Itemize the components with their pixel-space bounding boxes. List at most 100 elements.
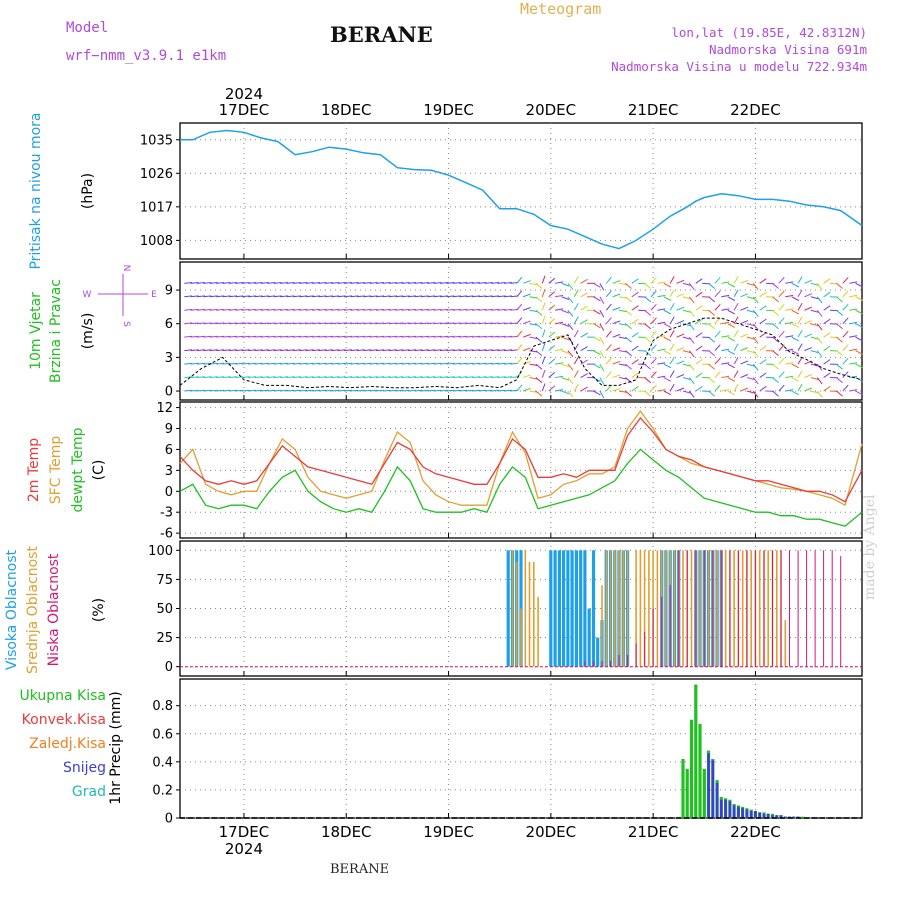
wind-barb: [337, 389, 346, 392]
wind-barb: [427, 282, 436, 284]
wind-barb: [318, 335, 327, 338]
wind-barb: [580, 305, 588, 311]
wind-barb: [305, 376, 314, 379]
wind-barb: [478, 295, 487, 298]
wind-barb: [241, 335, 250, 338]
snow-bar: [779, 815, 783, 818]
wind-barb: [241, 295, 250, 298]
wind-barb: [190, 362, 199, 365]
mid_cloud-bar: [707, 550, 710, 667]
wind-barb: [708, 336, 716, 343]
wind-barb: [625, 363, 632, 370]
wind-barb: [235, 362, 244, 365]
wind-barb: [241, 322, 250, 325]
wind-barb: [752, 296, 759, 304]
wind-barb: [222, 335, 231, 338]
wind-barb: [286, 282, 295, 284]
low_cloud-bar: [652, 608, 654, 667]
wind-barb: [567, 296, 574, 304]
wind-barb: [420, 335, 429, 338]
wind-barb: [452, 349, 461, 352]
wind-barb: [714, 317, 721, 325]
wind-barb: [382, 389, 391, 392]
wind-barb: [682, 363, 691, 367]
wind-barb: [433, 349, 442, 352]
wind-barb: [650, 330, 657, 338]
wind-barb: [280, 322, 289, 325]
wind-barb: [676, 347, 685, 352]
wind-barb: [312, 335, 321, 338]
mid_cloud-bar: [635, 550, 637, 667]
wind-barb: [676, 374, 685, 379]
wind-barb: [721, 321, 730, 325]
wind-barb: [420, 389, 429, 392]
snow-bar: [715, 782, 719, 818]
low_cloud-bar: [610, 660, 611, 667]
wind-barb: [644, 309, 652, 316]
wind-barb: [785, 348, 794, 352]
mid_cloud-bar: [776, 550, 778, 667]
wind-barb: [708, 390, 716, 397]
wind-barb: [382, 376, 391, 379]
wind-barb: [791, 377, 800, 382]
tick-label-y-clouds: 100: [148, 544, 173, 559]
wind-barb: [669, 316, 675, 324]
wind-barb: [567, 323, 574, 331]
wind-barb: [312, 376, 321, 379]
legend-precip-3: Snijeg: [63, 760, 106, 776]
wind-barb: [522, 333, 531, 338]
wind-barb: [407, 349, 417, 352]
high_cloud-bar: [562, 550, 566, 667]
wind-barb: [631, 332, 639, 338]
tick-label-y-clouds: 50: [156, 602, 173, 617]
wind-barb: [535, 363, 543, 370]
tick-label-y-pressure: 1017: [140, 200, 173, 215]
wind-speed-line: [179, 317, 863, 389]
day-label-bottom: 17DEC: [219, 823, 270, 841]
wind-barb: [676, 320, 685, 325]
wind-barb: [669, 329, 675, 338]
wind-barb: [669, 356, 675, 365]
wind-barb: [433, 295, 442, 298]
wind-barb: [682, 377, 691, 381]
wind-barb: [759, 305, 767, 311]
wind-barb: [746, 390, 755, 394]
wind-barb: [254, 322, 263, 325]
wind-barb: [260, 362, 269, 365]
wind-barb: [286, 362, 295, 365]
wind-barb: [337, 322, 346, 325]
panel-frame-wind: [179, 261, 863, 401]
wind-barb: [344, 349, 353, 352]
wind-barb: [228, 335, 238, 338]
wind-barb: [376, 376, 385, 379]
wind-barb: [254, 295, 263, 298]
wind-barb: [816, 296, 823, 304]
wind-barb: [593, 350, 601, 356]
wind-barb: [759, 318, 767, 325]
wind-barb: [350, 376, 359, 379]
wind-barb: [382, 362, 391, 365]
wind-barb: [401, 282, 410, 284]
wind-barb: [222, 362, 231, 365]
wind-barb: [503, 389, 512, 392]
wind-barb: [503, 349, 512, 352]
wind-barb: [618, 377, 627, 380]
wind-barb: [356, 282, 365, 284]
wind-barb: [842, 357, 849, 365]
wind-barb: [446, 349, 455, 352]
wind-barb: [778, 330, 785, 338]
wind-barb: [785, 294, 794, 298]
wind-barb: [324, 295, 333, 298]
wind-barb: [593, 309, 601, 315]
wind-barb: [286, 376, 295, 379]
wind-barb: [682, 350, 691, 354]
wind-barb: [541, 383, 546, 392]
wind-barb: [695, 305, 703, 311]
wind-barb: [561, 309, 570, 314]
wind-barb: [772, 336, 779, 343]
wind-barb: [209, 376, 218, 379]
wind-barb: [644, 296, 652, 303]
wind-barb: [599, 390, 605, 399]
wind-barb: [842, 303, 849, 311]
wind-barb: [363, 308, 372, 311]
